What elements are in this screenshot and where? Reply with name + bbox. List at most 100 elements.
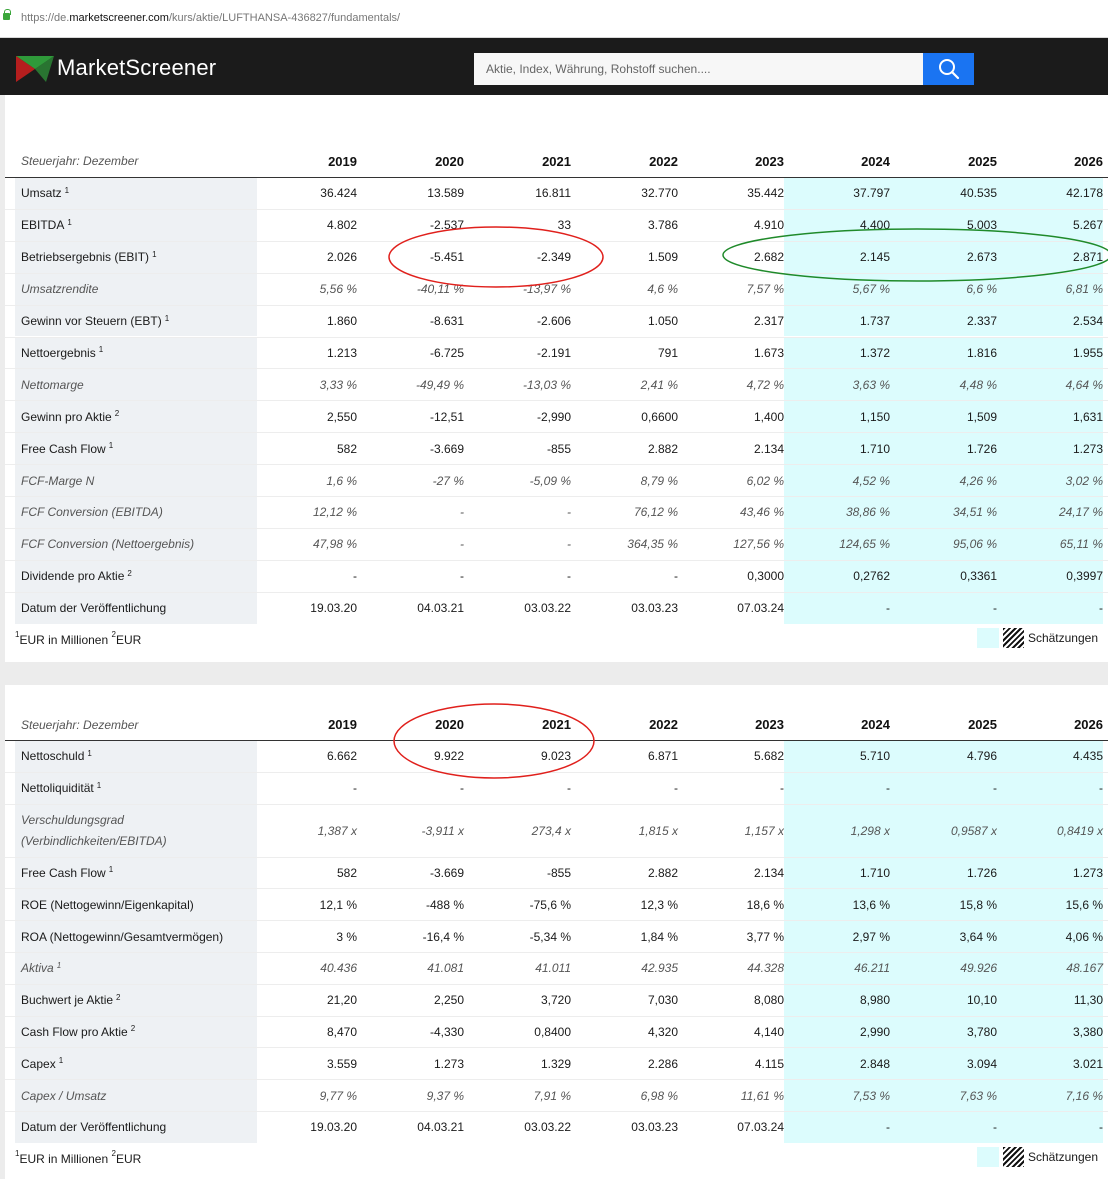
table-cell: 3,77 %: [746, 929, 784, 944]
row-label-text: ROE (Nettogewinn/Eigenkapital): [21, 897, 194, 912]
table-row: ROA (Nettogewinn/Gesamtvermögen) 3 % -16,4…: [5, 920, 1108, 952]
url-text[interactable]: https://de.marketscreener.com/kurs/aktie…: [21, 12, 400, 24]
table-cell: 1,84 %: [640, 929, 678, 944]
table-cell: 49.926: [890, 953, 997, 984]
table-cell: -: [567, 537, 571, 552]
table-cell: 12,1 %: [319, 897, 357, 912]
table-cell: 5.267: [997, 209, 1103, 241]
row-label: Capex / Umsatz: [15, 1080, 257, 1111]
table-cell: -49,49 %: [415, 377, 464, 392]
table-cell: -: [674, 569, 678, 584]
table-cell: 47,98 %: [312, 537, 357, 552]
search-button[interactable]: [923, 53, 974, 85]
table-cell: 4,26 %: [890, 465, 997, 496]
column-header-year: 2021: [542, 717, 571, 732]
table-cell: -40,11 %: [416, 282, 464, 297]
fundamentals-balance-panel: Steuerjahr: Dezember 2019 2020 2021 2022 2023…: [5, 685, 1108, 1179]
row-label-text: ROA (Nettogewinn/Gesamtvermögen): [21, 929, 224, 944]
table-cell: -4,330: [429, 1024, 464, 1039]
row-label-text: Capex / Umsatz: [21, 1088, 107, 1103]
table-cell: 3,780: [890, 1016, 997, 1048]
table-row: Capex 1 3.559 1.273 1.329 2.286 4.115 2.848 3.09…: [5, 1047, 1108, 1080]
column-header-year: 2023: [755, 717, 784, 732]
table-cell: 582: [336, 865, 357, 880]
browser-address-bar[interactable]: https://de.marketscreener.com/kurs/aktie…: [0, 0, 1108, 38]
column-header-year: 2024: [861, 717, 890, 732]
table-cell: -27 %: [432, 473, 464, 488]
row-label-text: Betriebsergebnis (EBIT): [21, 250, 150, 265]
table-cell: -855: [546, 441, 571, 456]
table-cell: 15,8 %: [890, 889, 997, 921]
column-header-year: 2025: [968, 717, 997, 732]
table-cell: 4.796: [890, 741, 997, 772]
row-label: Datum der Veröffentlichung: [15, 1112, 257, 1143]
table-row: ROE (Nettogewinn/Eigenkapital) 12,1 % -488…: [5, 888, 1108, 921]
row-label-text: Datum der Veröffentlichung: [21, 601, 167, 616]
table-cell: 1.509: [647, 250, 678, 265]
row-label: Free Cash Flow 1: [15, 857, 257, 889]
column-header-year: 2021: [542, 153, 571, 169]
row-label: Nettoschuld 1: [15, 741, 257, 772]
row-label-text: Capex: [21, 1056, 56, 1071]
url-domain: marketscreener.com: [69, 12, 169, 24]
table-cell: 38,86 %: [784, 497, 890, 528]
search-input[interactable]: [474, 53, 924, 85]
table-cell: -: [353, 569, 357, 584]
table-cell: 07.03.24: [737, 601, 784, 616]
table-cell: 0,8419 x: [997, 804, 1103, 857]
table-cell: 8,980: [784, 984, 890, 1016]
row-label-text: Nettoergebnis: [21, 345, 96, 360]
row-label: Buchwert je Aktie 2: [15, 984, 257, 1016]
table-cell: 3,64 %: [890, 921, 997, 952]
table-cell: 12,3 %: [640, 897, 678, 912]
row-label: Verschuldungsgrad (Verbindlichkeiten/EBIT…: [15, 804, 257, 857]
table-cell: 42.935: [641, 961, 678, 976]
column-header-year: 2025: [968, 153, 997, 169]
table-cell: 1,631: [997, 401, 1103, 433]
table-cell: 1.860: [326, 314, 357, 329]
footnote-marker: 1: [108, 865, 114, 875]
estimate-color-swatch: [976, 627, 999, 648]
footnote-marker: 1: [56, 960, 62, 970]
table-cell: 19.03.20: [310, 601, 357, 616]
table-cell: 1.737: [784, 305, 890, 337]
footnote-marker: 1: [164, 313, 170, 323]
footnote-marker: 1: [87, 748, 92, 758]
marketscreener-logo-icon[interactable]: [16, 56, 54, 82]
table-cell: 35.442: [747, 186, 784, 201]
hatch-pattern-icon: [1002, 1146, 1024, 1167]
table-cell: 46.211: [784, 953, 890, 984]
row-label: Nettomarge: [15, 369, 257, 401]
table-cell: 6,81 %: [997, 273, 1103, 305]
table-cell: -3.669: [429, 441, 464, 456]
table-cell: 6,02 %: [746, 473, 784, 488]
table-cell: -5,34 %: [529, 929, 571, 944]
table-cell: 13,6 %: [784, 889, 890, 921]
table-cell: -13,03 %: [522, 377, 571, 392]
table-cell: 4.910: [753, 218, 784, 233]
table-cell: 3,63 %: [784, 369, 890, 401]
table-row: EBITDA 1 4.802 -2.537 33 3.786 4.910 4.400 5.003…: [5, 208, 1108, 241]
table-cell: -: [784, 772, 890, 804]
row-label: Betriebsergebnis (EBIT) 1: [15, 241, 257, 273]
logo-text[interactable]: MarketScreener: [57, 55, 217, 80]
table-cell: 4,140: [753, 1024, 784, 1039]
footnote-marker: 1: [98, 345, 104, 355]
table-cell: 2.026: [326, 250, 357, 265]
table-cell: 7,63 %: [890, 1080, 997, 1111]
table-cell: 9.922: [433, 749, 464, 764]
column-header-year: 2026: [1074, 717, 1103, 732]
table-cell: 2.317: [753, 314, 784, 329]
footnote-marker: 1: [64, 185, 70, 195]
table-cell: 3,33 %: [319, 377, 357, 392]
table-cell: 1.816: [890, 337, 997, 369]
table-cell: 3.559: [326, 1056, 357, 1071]
table-cell: -: [890, 772, 997, 804]
table-cell: -855: [546, 865, 571, 880]
table-cell: -: [997, 592, 1103, 624]
table-row: Datum der Veröffentlichung 19.03.20 04.03.…: [5, 1111, 1108, 1143]
table-cell: 11,30: [997, 984, 1103, 1016]
table-cell: 2,41 %: [640, 377, 678, 392]
table-cell: 1,150: [784, 401, 890, 433]
table-row: Gewinn vor Steuern (EBT) 1 1.860 -8.631 -2.6…: [5, 304, 1108, 337]
